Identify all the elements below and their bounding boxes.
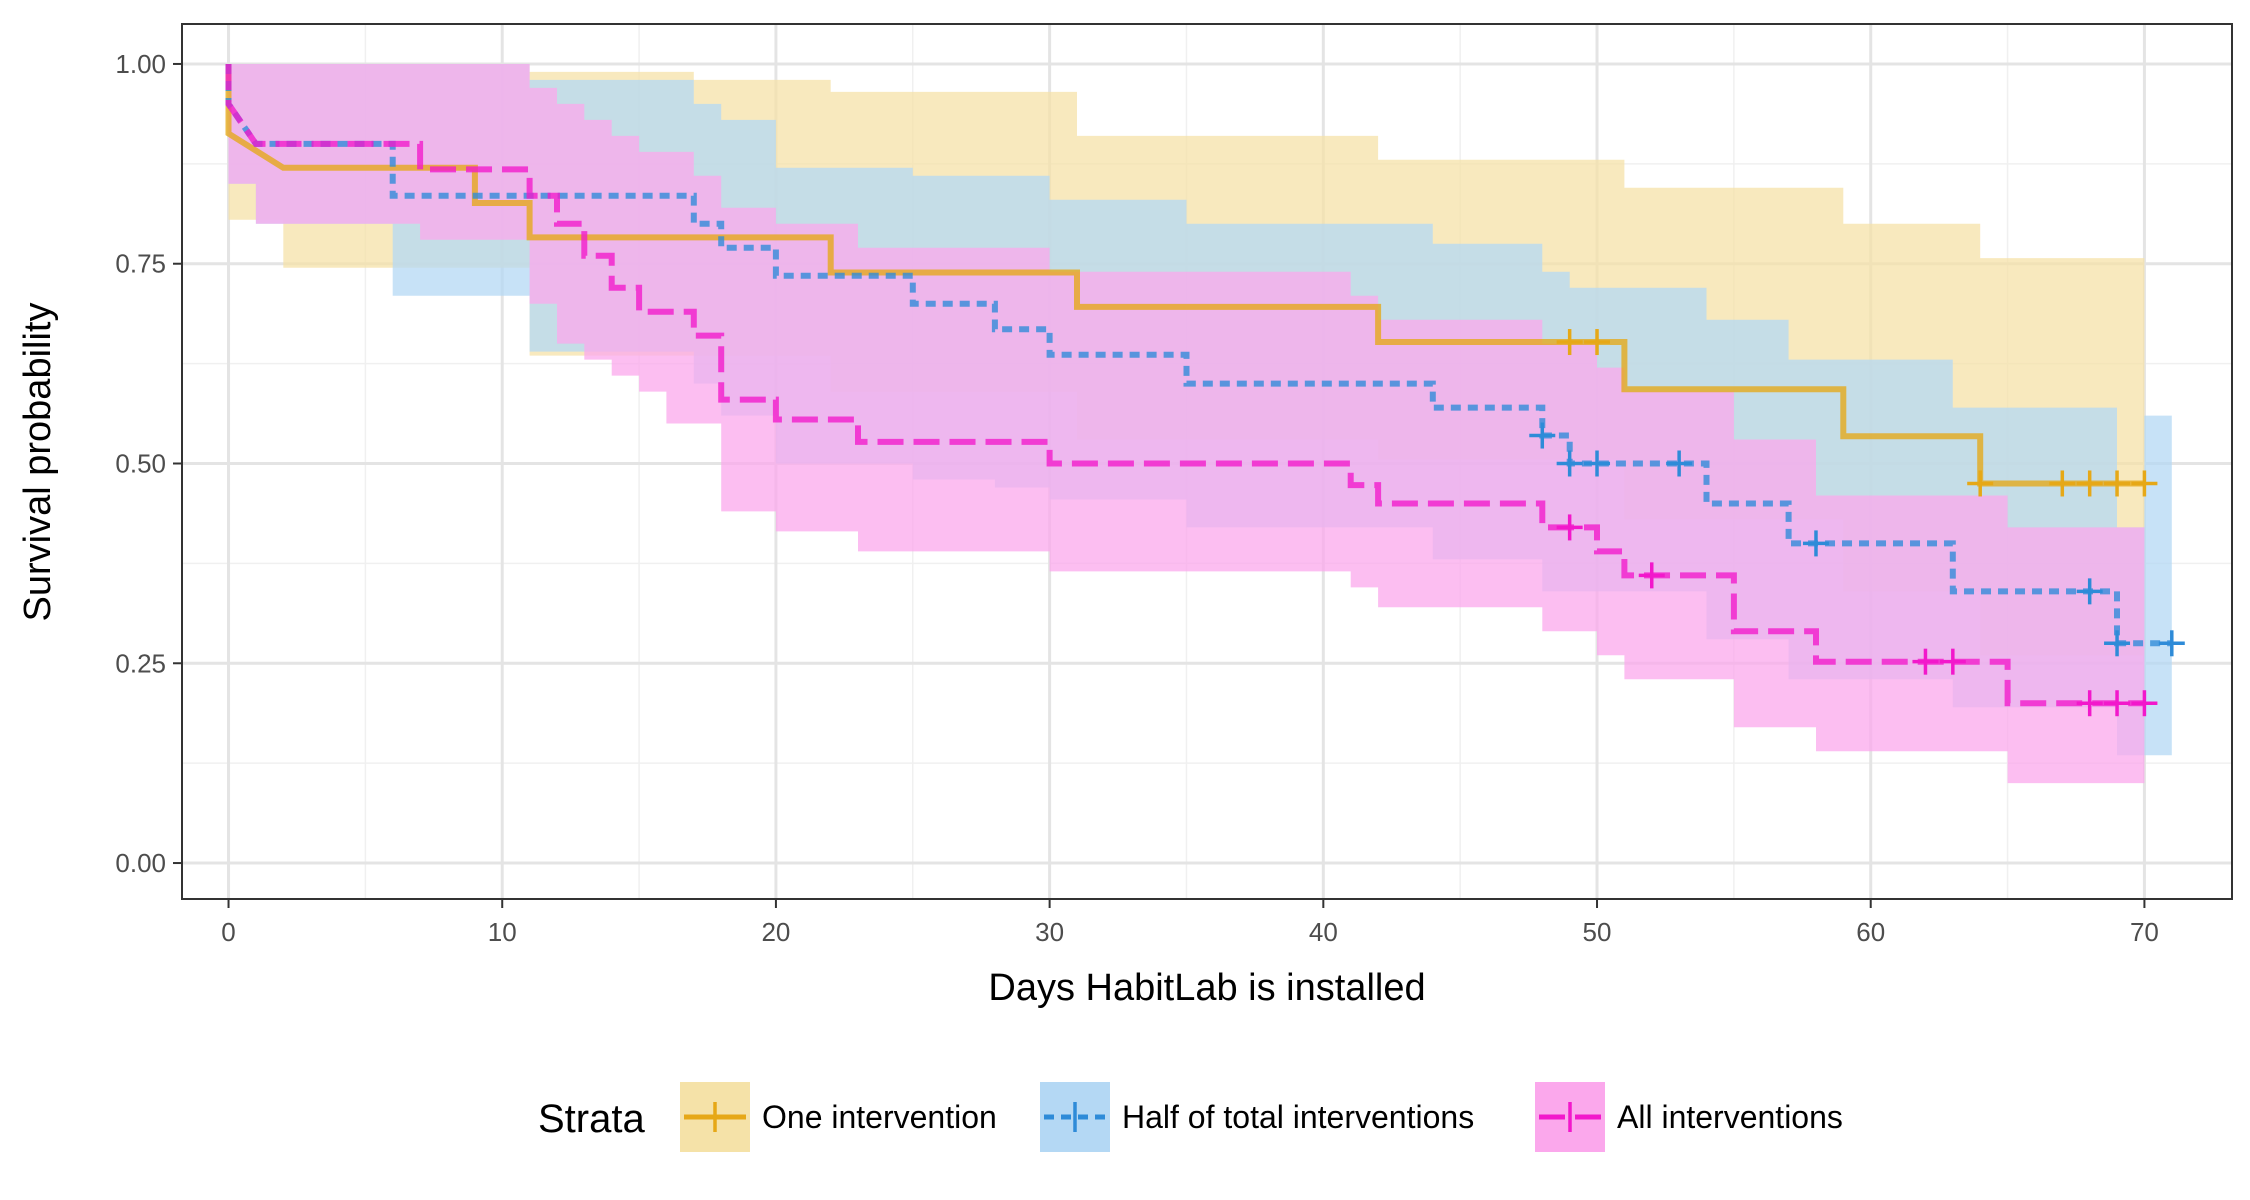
x-tick-label: 40: [1309, 917, 1338, 947]
censor-mark: [1584, 450, 1611, 477]
legend-label: One intervention: [762, 1099, 997, 1135]
censor-mark: [1638, 562, 1665, 589]
legend-item: All interventions: [1535, 1082, 1843, 1152]
censor-marks: [1529, 329, 2185, 717]
censor-mark: [1939, 648, 1966, 675]
censor-mark: [1802, 530, 1829, 557]
legend: Strata One intervention Half of total inte…: [538, 1082, 1843, 1152]
y-tick-label: 0.00: [115, 848, 166, 878]
x-tick-label: 70: [2130, 917, 2159, 947]
x-tick-label: 10: [488, 917, 517, 947]
confidence-band-2: [228, 64, 2145, 784]
survival-curves: [225, 64, 2172, 707]
y-axis-title: Survival probability: [17, 303, 59, 622]
censor-mark: [2076, 470, 2103, 497]
censor-mark: [1912, 648, 1939, 675]
censor-mark: [2076, 690, 2103, 717]
legend-label: Half of total interventions: [1122, 1099, 1474, 1135]
censor-mark: [2131, 690, 2158, 717]
censor-mark: [2158, 630, 2185, 657]
censor-mark: [1556, 450, 1583, 477]
censor-mark: [1529, 422, 1556, 449]
y-tick-label: 0.75: [115, 249, 166, 279]
censor-mark: [2076, 578, 2103, 605]
y-tick-label: 0.50: [115, 448, 166, 478]
y-axis: 0.00 0.25 0.50 0.75 1.00: [115, 49, 182, 878]
survival-curve-2: [225, 64, 2145, 707]
censor-mark: [1556, 514, 1583, 541]
x-tick-label: 20: [761, 917, 790, 947]
x-tick-label: 30: [1035, 917, 1064, 947]
censor-mark: [2104, 690, 2131, 717]
censor-mark: [1967, 470, 1994, 497]
censor-mark: [2131, 470, 2158, 497]
censor-mark: [1556, 329, 1583, 356]
legend-item: One intervention: [680, 1082, 997, 1152]
x-tick-label: 60: [1856, 917, 1885, 947]
censor-mark: [2104, 630, 2131, 657]
plot-border: [181, 23, 2233, 900]
y-tick-label: 0.25: [115, 648, 166, 678]
censor-mark: [2049, 470, 2076, 497]
survival-curve-0: [225, 64, 2145, 487]
survival-curve-1: [225, 64, 2172, 647]
y-tick-label: 1.00: [115, 49, 166, 79]
legend-title: Strata: [538, 1097, 645, 1141]
x-tick-label: 0: [221, 917, 235, 947]
censor-mark: [1584, 329, 1611, 356]
legend-label: All interventions: [1617, 1099, 1843, 1135]
censor-mark: [2104, 470, 2131, 497]
x-axis: 0 10 20 30 40 50 60 70: [221, 899, 2159, 947]
x-axis-title: Days HabitLab is installed: [988, 967, 1425, 1009]
censor-mark: [1666, 450, 1693, 477]
legend-item: Half of total interventions: [1040, 1082, 1474, 1152]
x-tick-label: 50: [1583, 917, 1612, 947]
